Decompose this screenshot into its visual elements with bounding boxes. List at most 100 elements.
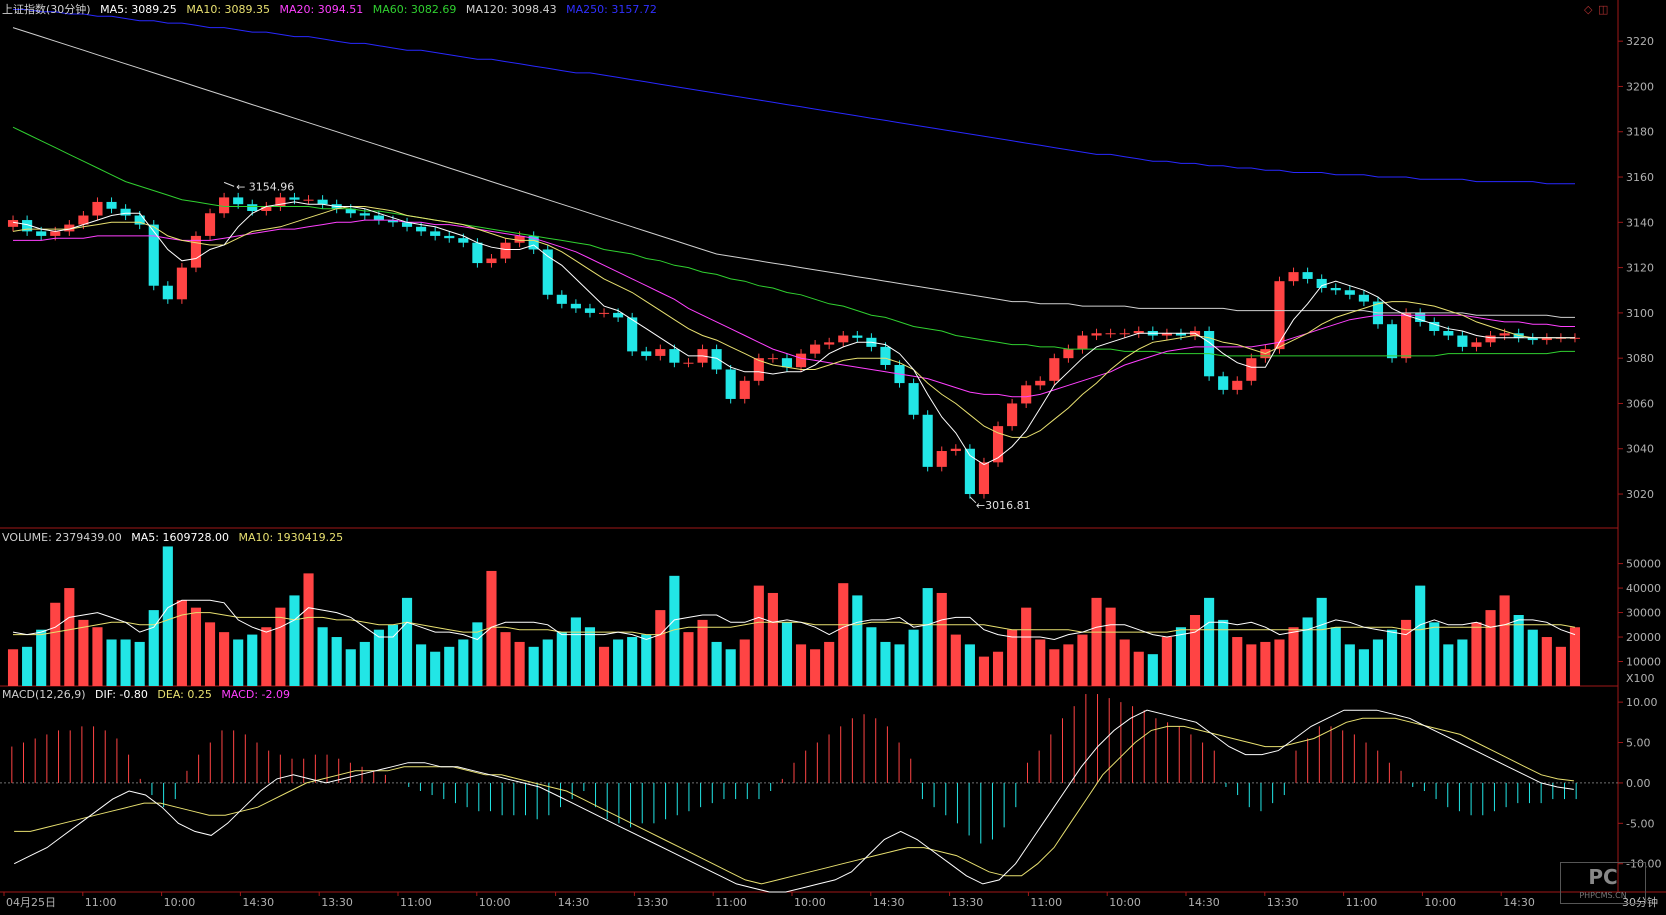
diamond-icon[interactable]: ◇: [1584, 3, 1593, 16]
volume-bar: [78, 619, 89, 686]
candle: [570, 303, 581, 309]
price-panel[interactable]: 3020 3040 3060 3080 3100 3120 3140 3160 3180 3200…: [7, 9, 1654, 512]
candle: [725, 369, 736, 399]
volume-bar: [444, 646, 455, 686]
ma250-line: [13, 9, 1575, 185]
macd-tick-label: -10.00: [1626, 858, 1661, 871]
macd-value: MACD: -2.09: [221, 688, 290, 701]
dif-value: DIF: -0.80: [95, 688, 148, 701]
candle: [824, 342, 835, 345]
candle: [1246, 358, 1257, 381]
candle: [922, 414, 933, 467]
volume-bar: [880, 641, 891, 686]
candle: [486, 258, 497, 264]
volume-bar: [683, 632, 694, 686]
volume-bar: [162, 546, 173, 686]
candle: [458, 238, 469, 243]
volume-ma10-line: [13, 612, 1576, 636]
price-tick-label: 3080: [1626, 352, 1654, 365]
candle: [584, 308, 596, 313]
candle: [1330, 287, 1341, 291]
volume-bar: [1316, 597, 1327, 686]
candle: [1232, 380, 1243, 390]
volume-bar: [838, 583, 849, 686]
dea-line: [14, 717, 1574, 885]
candle: [936, 451, 947, 467]
volume-bar: [613, 639, 624, 686]
macd-tick-label: 0.00: [1626, 777, 1651, 790]
volume-bar: [1527, 629, 1538, 686]
high-label: ← 3154.96: [236, 180, 294, 193]
macd-tick-label: -5.00: [1626, 817, 1654, 830]
dea-value: DEA: 0.25: [157, 688, 212, 701]
candle: [1091, 333, 1102, 336]
candle: [683, 362, 694, 364]
time-tick-label: 11:00: [1030, 896, 1062, 909]
candle: [345, 208, 356, 214]
volume-bar: [1035, 639, 1046, 686]
time-tick-label: 14:30: [558, 896, 590, 909]
volume-bar: [1091, 597, 1102, 686]
volume-panel[interactable]: 10000 20000 30000 40000 50000 X100: [7, 546, 1661, 686]
chart-frame: [0, 0, 1666, 893]
price-tick-label: 3060: [1626, 397, 1654, 410]
volume-bar: [1147, 654, 1158, 686]
candle: [641, 351, 652, 356]
candle: [880, 346, 891, 365]
volume-bar: [964, 644, 975, 686]
volume-bar: [1513, 615, 1524, 686]
price-tick-label: 3120: [1626, 262, 1654, 275]
volume-bar: [401, 597, 413, 686]
candle: [795, 353, 807, 368]
volume-bar: [50, 602, 61, 686]
volume-bar: [978, 656, 990, 686]
candle: [1527, 337, 1538, 341]
price-tick-label: 3040: [1626, 443, 1654, 456]
price-tick-label: 3200: [1626, 80, 1654, 93]
candle: [669, 349, 680, 363]
volume-ma5-value: MA5: 1609728.00: [131, 531, 229, 544]
volume-bar: [176, 600, 187, 686]
time-tick-label: 13:30: [636, 896, 668, 909]
volume-bar: [1372, 639, 1384, 686]
price-tick-label: 3220: [1626, 35, 1654, 48]
candle: [739, 380, 750, 399]
time-tick-label: 11:00: [400, 896, 432, 909]
time-tick-label: 10:00: [479, 896, 511, 909]
candle: [838, 335, 849, 343]
volume-bar: [148, 610, 159, 686]
candle: [1035, 380, 1046, 386]
volume-bar: [655, 610, 666, 686]
macd-panel[interactable]: -10.00 -5.00 0.00 5.00 10.00: [0, 694, 1661, 893]
volume-bar: [1105, 607, 1116, 686]
volume-bar: [373, 629, 384, 686]
volume-bar: [992, 651, 1004, 686]
restore-icon[interactable]: ◫: [1598, 3, 1609, 16]
volume-bar: [134, 641, 145, 686]
price-tick-label: 3100: [1626, 307, 1654, 320]
volume-bar: [824, 641, 835, 686]
volume-bar: [570, 617, 581, 686]
volume-bar: [233, 639, 244, 686]
candle: [1485, 335, 1496, 343]
candle: [247, 204, 258, 211]
candle: [1415, 312, 1426, 322]
ma60-line: [12, 126, 1575, 357]
candle: [1161, 333, 1172, 336]
candle: [401, 222, 413, 227]
volume-bar: [1457, 639, 1468, 686]
ma20-value: MA20: 3094.51: [279, 3, 364, 16]
volume-bar: [261, 627, 272, 686]
volume-bar: [64, 588, 75, 686]
volume-bar: [275, 607, 286, 686]
macd-tick-label: 5.00: [1626, 737, 1651, 750]
candle: [92, 201, 103, 216]
candle: [373, 215, 384, 221]
candle: [598, 312, 610, 314]
dif-line: [13, 709, 1574, 893]
time-tick-label: 14:30: [873, 896, 905, 909]
volume-bar: [1161, 637, 1172, 686]
volume-bar: [430, 651, 441, 686]
